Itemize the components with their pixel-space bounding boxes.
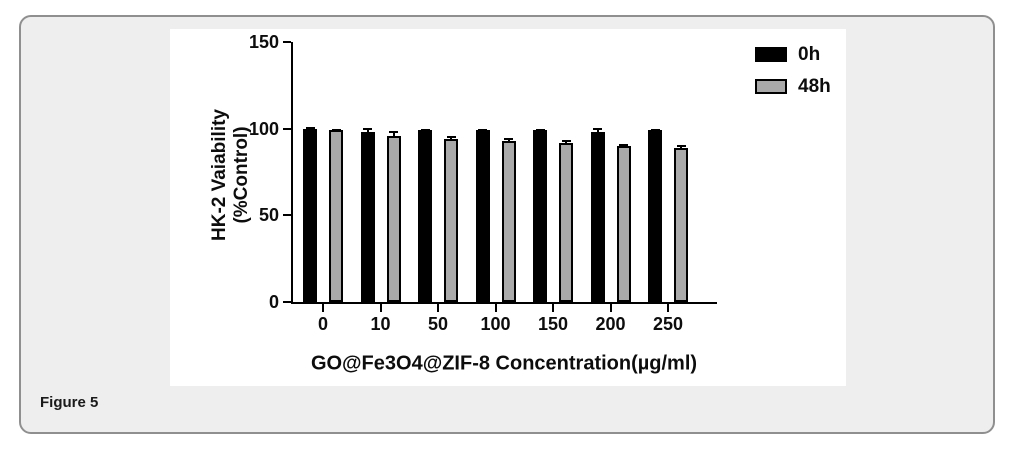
error-bar-cap [593, 127, 602, 130]
error-bar-cap [676, 145, 686, 148]
x-tick [379, 304, 382, 312]
error-bar-cap [305, 126, 315, 129]
error-bar-stem [596, 128, 599, 133]
error-bar-cap [478, 128, 487, 131]
error-bar-cap [389, 131, 398, 134]
bar-0h-200 [590, 132, 605, 302]
x-tick [494, 304, 497, 312]
x-tick-label: 250 [652, 314, 684, 334]
x-tick-label: 100 [480, 314, 511, 334]
y-axis-title-line1: HK-2 Vaiability [209, 109, 230, 241]
y-tick-label: 100 [248, 118, 279, 139]
bar-48h-250 [674, 147, 688, 302]
legend-swatch-0h [755, 47, 787, 62]
legend-swatch-48h [755, 79, 787, 94]
legend-label: 0h [798, 44, 821, 65]
y-tick [283, 301, 291, 303]
error-bar-cap [363, 127, 372, 130]
y-tick-label: 50 [258, 205, 279, 226]
bar-0h-50 [418, 130, 432, 302]
y-tick [283, 41, 291, 43]
y-tick [283, 127, 291, 130]
y-tick-label: 0 [268, 292, 279, 312]
error-bar-cap [561, 140, 571, 143]
x-tick-label: 50 [427, 314, 449, 334]
bar-0h-100 [475, 130, 490, 302]
error-bar-cap [331, 128, 341, 131]
y-tick-label: 150 [248, 32, 279, 52]
x-tick-label: 150 [537, 314, 569, 334]
error-bar-cap [504, 138, 513, 141]
x-tick-label: 10 [370, 314, 391, 334]
x-tick [609, 304, 612, 312]
y-axis-line [291, 42, 293, 304]
legend-item-0h: 0h [755, 45, 831, 64]
error-bar-cap [535, 128, 545, 131]
error-bar-cap [420, 128, 430, 131]
bar-0h-0 [303, 128, 317, 302]
x-tick [437, 304, 439, 312]
bar-0h-10 [360, 132, 375, 302]
x-tick [667, 304, 669, 312]
bar-48h-200 [616, 146, 631, 302]
legend-label: 48h [798, 76, 831, 97]
error-bar-stem [392, 132, 395, 136]
legend: 0h 48h [755, 45, 831, 96]
x-tick [552, 304, 554, 312]
bar-0h-250 [648, 130, 662, 302]
x-tick-label: 0 [317, 314, 328, 334]
bar-48h-100 [501, 140, 516, 302]
x-axis-title: GO@Fe3O4@ZIF-8 Concentration(µg/ml) [310, 352, 698, 375]
error-bar-cap [650, 128, 660, 131]
legend-item-48h: 48h [755, 77, 831, 96]
x-tick [322, 304, 324, 312]
error-bar-cap [619, 143, 628, 146]
error-bar-cap [446, 136, 456, 139]
figure-caption: Figure 5 [40, 394, 99, 411]
x-tick-label: 200 [595, 314, 626, 334]
error-bar-stem [366, 128, 369, 133]
y-tick [283, 214, 291, 217]
bar-48h-150 [559, 142, 573, 302]
chart-panel: HK-2 Vaiability (%Control) 0 50 100 150 0 10 5… [170, 29, 846, 386]
bar-48h-50 [444, 139, 458, 302]
plot-area: 0 50 100 150 0 10 50 100 150 200 250 [249, 32, 717, 334]
bar-48h-0 [329, 130, 343, 302]
bar-48h-10 [386, 135, 401, 302]
x-axis-line [291, 302, 717, 304]
figure-card: HK-2 Vaiability (%Control) 0 50 100 150 0 10 5… [19, 15, 995, 434]
bar-0h-150 [533, 130, 547, 302]
